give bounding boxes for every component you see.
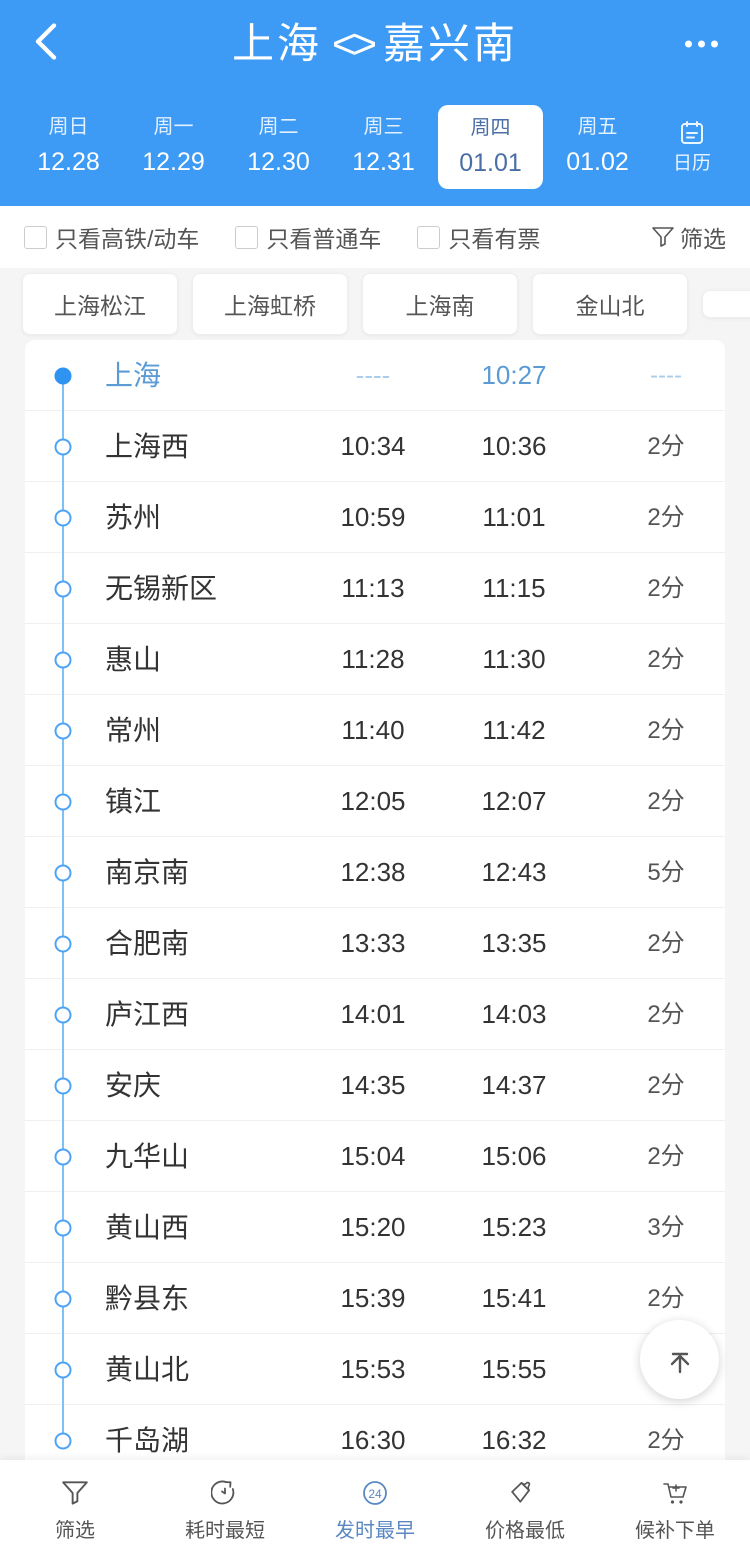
svg-text:24: 24 — [368, 1487, 382, 1501]
